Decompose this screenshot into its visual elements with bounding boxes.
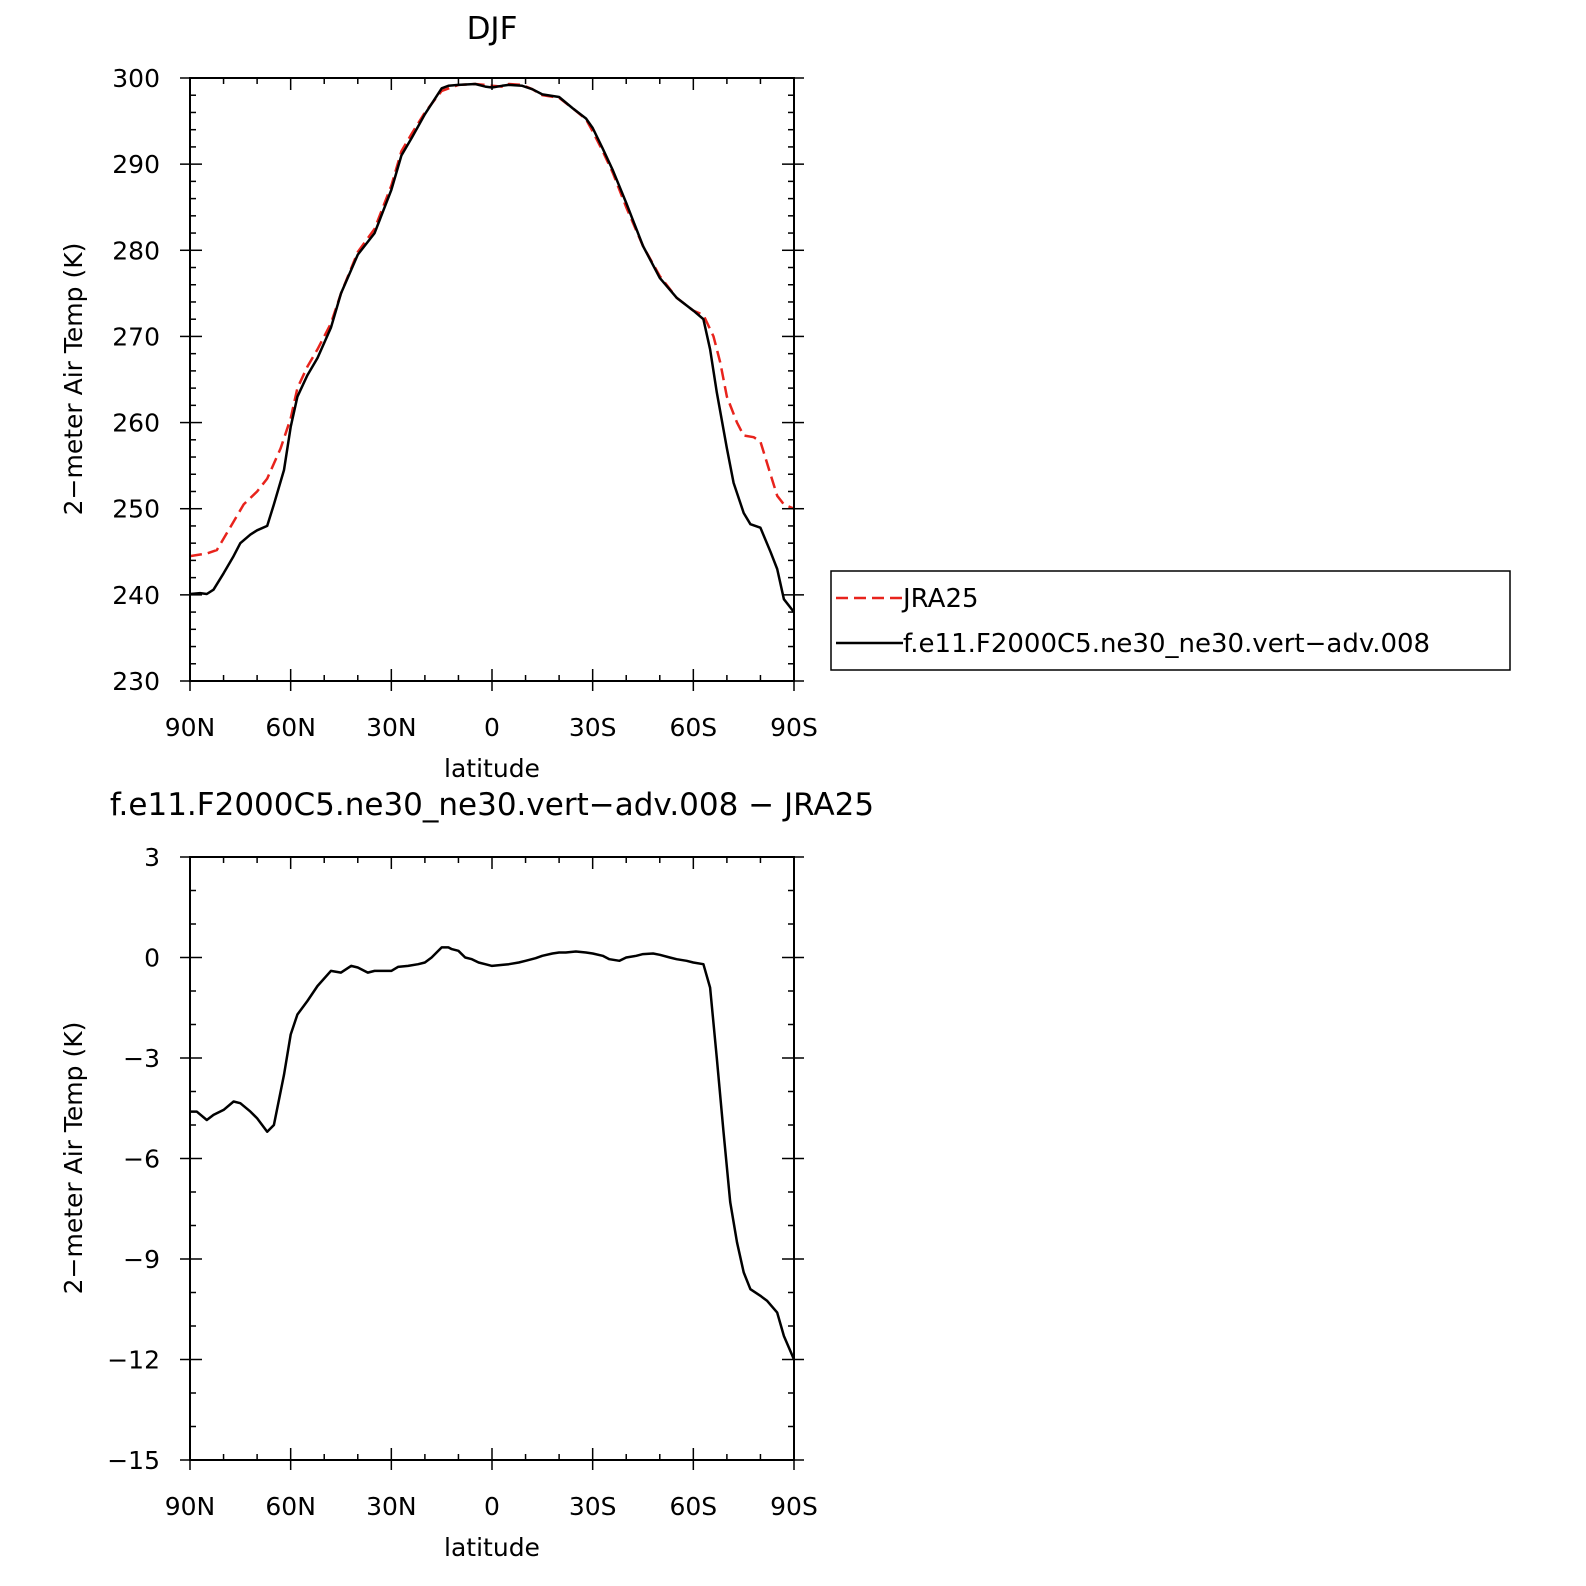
bottom-x-axis-label: latitude xyxy=(444,1533,540,1562)
top-chart-title: DJF xyxy=(467,11,518,47)
bottom-y-tick-label: −9 xyxy=(123,1245,160,1274)
bottom-x-tick-label: 30S xyxy=(569,1492,617,1521)
top-y-tick-label: 280 xyxy=(112,236,160,265)
top-x-tick-label: 90S xyxy=(770,713,818,742)
top-series-layer xyxy=(189,82,795,613)
top-plot-frame xyxy=(189,77,795,682)
bottom-x-tick-label: 90S xyxy=(770,1492,818,1521)
top-y-tick-label: 270 xyxy=(112,322,160,351)
bottom-y-tick-label: 3 xyxy=(144,843,160,872)
bottom-plot-frame xyxy=(189,856,795,1461)
bottom-x-tick-label: 0 xyxy=(484,1492,500,1521)
bottom-y-tick-label: −15 xyxy=(107,1446,160,1475)
top-x-tick-label: 0 xyxy=(484,713,500,742)
bottom-chart-title: f.e11.F2000C5.ne30_ne30.vert−adv.008 − J… xyxy=(110,787,874,823)
top-ticks-layer: 90N 60N 30N 0 30S 60S 90S 230 240 250 260 270 280 290… xyxy=(112,64,818,742)
bottom-ticks-layer: 90N 60N 30N 0 30S 60S 90S 3 0 −3 −6 −9 −12 −15 xyxy=(107,843,818,1521)
bottom-y-tick-label: 0 xyxy=(144,944,160,973)
top-y-axis-label: 2−meter Air Temp (K) xyxy=(59,243,88,516)
top-x-tick-label: 30S xyxy=(569,713,617,742)
bottom-series-layer xyxy=(190,946,796,1360)
top-x-axis-label: latitude xyxy=(444,754,540,783)
bottom-x-tick-label: 30N xyxy=(366,1492,417,1521)
top-y-tick-label: 240 xyxy=(112,581,160,610)
top-y-tick-label: 230 xyxy=(112,667,160,696)
bottom-y-tick-label: −3 xyxy=(123,1044,160,1073)
top-y-tick-label: 260 xyxy=(112,409,160,438)
bottom-y-axis-label: 2−meter Air Temp (K) xyxy=(59,1022,88,1295)
top-y-tick-label: 250 xyxy=(112,495,160,524)
top-x-tick-label: 30N xyxy=(366,713,417,742)
legend-label-model: f.e11.F2000C5.ne30_ne30.vert−adv.008 xyxy=(903,629,1430,659)
top-y-tick-label: 300 xyxy=(112,64,160,93)
top-x-tick-label: 60S xyxy=(669,713,717,742)
top-y-tick-label: 290 xyxy=(112,150,160,179)
top-chart-panel: DJF 90N 60N 30N 0 30S 60S 90S 230 240 250 260 270 28… xyxy=(59,11,818,783)
bottom-y-tick-label: −6 xyxy=(123,1145,160,1174)
bottom-x-tick-label: 60S xyxy=(669,1492,717,1521)
bottom-x-tick-label: 90N xyxy=(165,1492,216,1521)
legend-box xyxy=(830,570,1511,671)
top-x-tick-label: 60N xyxy=(265,713,316,742)
legend: JRA25 f.e11.F2000C5.ne30_ne30.vert−adv.0… xyxy=(830,570,1511,671)
bottom-series-line-0 xyxy=(190,946,796,1360)
top-x-tick-label: 90N xyxy=(165,713,216,742)
top-series-line-1 xyxy=(189,82,795,613)
bottom-x-tick-label: 60N xyxy=(265,1492,316,1521)
legend-label-jra25: JRA25 xyxy=(901,584,979,614)
bottom-chart-panel: f.e11.F2000C5.ne30_ne30.vert−adv.008 − J… xyxy=(59,787,874,1562)
bottom-y-tick-label: −12 xyxy=(107,1346,160,1375)
